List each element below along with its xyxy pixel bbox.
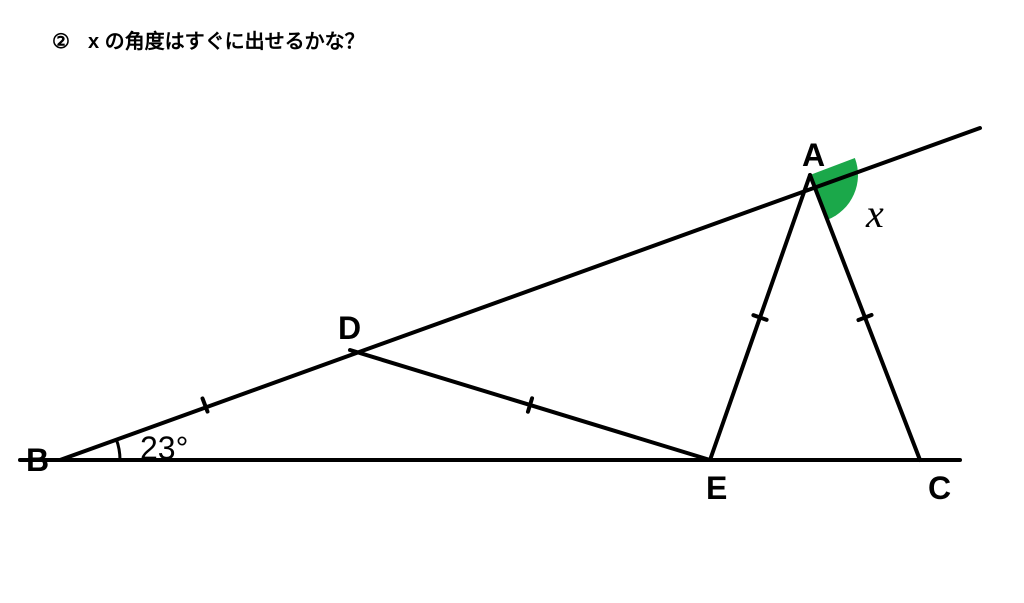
line-BA-ext <box>60 128 980 460</box>
tick-mark <box>858 315 871 320</box>
tick-mark <box>753 315 766 320</box>
angle-B-arc <box>116 439 120 460</box>
label-C: C <box>928 470 951 507</box>
label-B: B <box>26 442 49 479</box>
label-E: E <box>706 470 727 507</box>
label-A: A <box>802 137 825 174</box>
angle-B-value: 23° <box>140 430 188 467</box>
label-D: D <box>338 310 361 347</box>
tick-mark <box>528 398 532 411</box>
geometry-diagram <box>0 0 1024 603</box>
angle-x-label: x <box>866 190 884 237</box>
